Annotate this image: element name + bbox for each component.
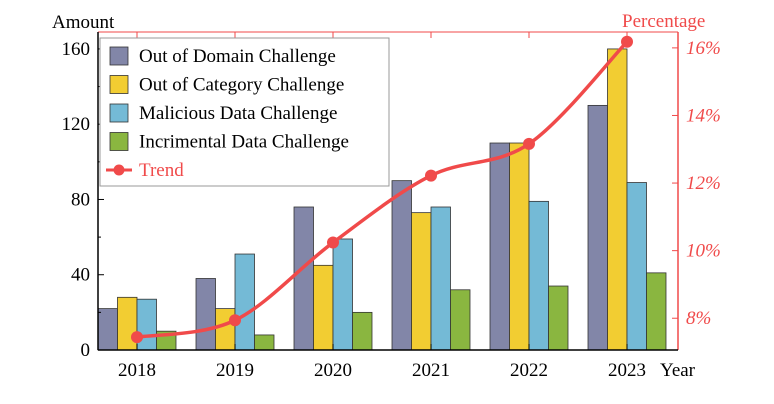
bar-2020-2 (332, 238, 353, 351)
y2-tick-label: 10% (686, 241, 721, 262)
bar-2020-1 (313, 264, 334, 351)
bar-2021-2 (430, 206, 451, 351)
y-tick-label: 160 (62, 39, 91, 60)
bar-2022-1 (509, 142, 530, 351)
trend-point-2018 (131, 331, 143, 344)
bar-2020-0 (293, 206, 314, 351)
legend-box (99, 37, 390, 187)
y-tick-label: 0 (81, 340, 91, 361)
legend-label-1: Out of Category Challenge (139, 75, 344, 96)
legend-label-3: Incrimental Data Challenge (139, 132, 349, 153)
legend: Out of Domain Challenge Out of Category C… (99, 37, 390, 187)
y2-tick-label: 8% (686, 308, 711, 329)
bar-2018-0 (97, 308, 118, 351)
trend-point-2022 (523, 137, 535, 150)
y2-tick-label: 12% (686, 173, 721, 194)
trend-point-2023 (621, 35, 633, 48)
bar-2023-1 (607, 48, 628, 351)
x-tick-label: 2021 (412, 360, 450, 381)
x-tick-label: 2023 (608, 360, 646, 381)
bar-2021-3 (450, 289, 471, 351)
x-tick-label: 2018 (118, 360, 156, 381)
x-tick-label: 2020 (314, 360, 352, 381)
legend-swatch-1 (109, 75, 129, 94)
bar-2023-0 (587, 104, 608, 351)
x-tick-label: 2022 (510, 360, 548, 381)
bar-2021-1 (411, 212, 432, 351)
legend-label-trend: Trend (139, 160, 184, 181)
legend-label-0: Out of Domain Challenge (139, 46, 336, 67)
y-tick-label: 40 (71, 265, 90, 286)
y2-tick-label: 14% (686, 105, 721, 126)
y2-axis-label: Percentage (622, 11, 705, 32)
legend-swatch-2 (109, 103, 129, 123)
trend-point-2020 (327, 236, 339, 249)
y2-tick-label: 16% (686, 38, 721, 59)
trend-point-2019 (229, 314, 241, 327)
trend-line (136, 40, 629, 339)
y-axis-label: Amount (52, 12, 115, 33)
bar-2022-3 (548, 285, 569, 351)
y-tick-label: 80 (71, 189, 90, 210)
bar-2022-0 (489, 142, 510, 351)
bar-2021-0 (391, 180, 412, 351)
bar-2019-1 (215, 308, 236, 351)
legend-trend-marker (113, 164, 125, 176)
bar-2023-2 (626, 182, 647, 351)
legend-swatch-0 (109, 46, 129, 66)
legend-label-2: Malicious Data Challenge (139, 103, 337, 124)
bar-2023-3 (646, 272, 667, 351)
bar-2019-0 (195, 278, 216, 351)
bar-2020-3 (352, 311, 373, 351)
x-axis-label: Year (660, 360, 696, 381)
bar-2019-3 (254, 334, 275, 351)
bar-2022-2 (528, 200, 549, 351)
y-tick-label: 120 (62, 114, 91, 135)
x-tick-label: 2019 (216, 360, 254, 381)
bar-2019-2 (234, 253, 255, 351)
trend-point-2021 (425, 169, 437, 182)
legend-swatch-3 (109, 132, 129, 151)
